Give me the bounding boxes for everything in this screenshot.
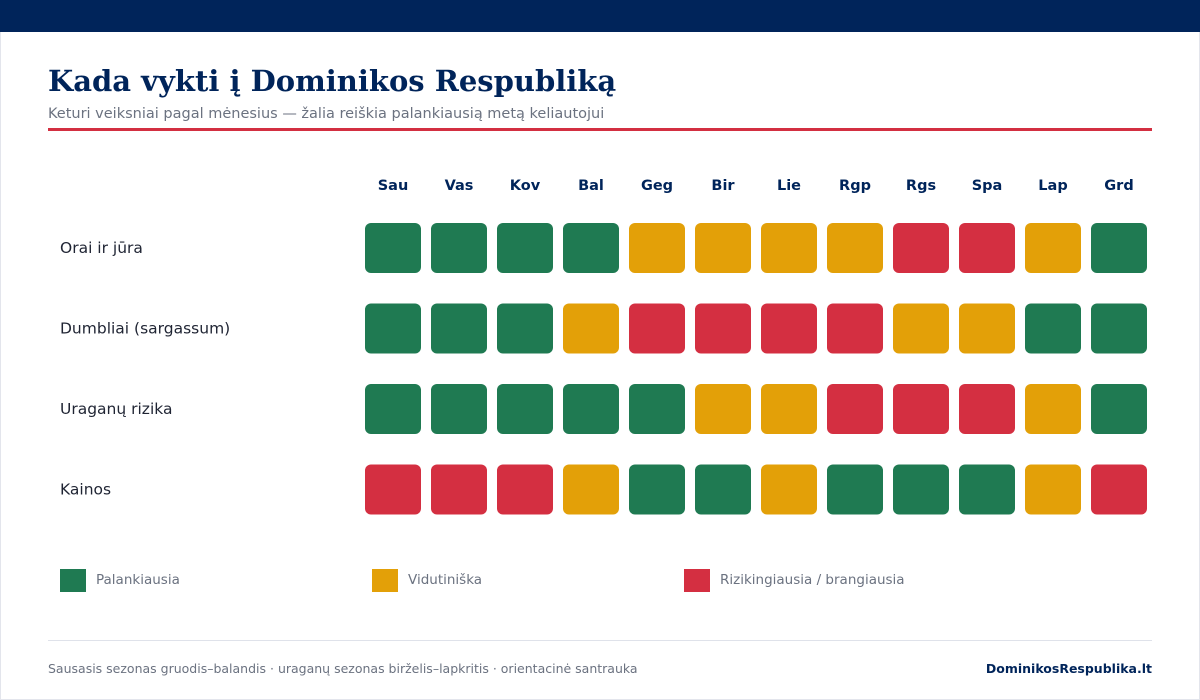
month-label-3: Bal [578,178,604,194]
heatmap-cell-0-7 [827,223,883,273]
heatmap-cell-1-1 [431,303,487,354]
heatmap-cell-2-8 [893,384,949,434]
footer-divider [48,640,1152,641]
heatmap-cell-3-0 [365,464,421,515]
heatmap-cell-1-9 [959,303,1015,354]
heatmap-cell-1-2 [497,303,553,354]
heatmap-cell-0-6 [761,223,817,273]
month-label-10: Lap [1038,178,1067,194]
month-label-6: Lie [777,178,801,194]
page-subtitle: Keturi veiksniai pagal mėnesius — žalia … [48,106,605,122]
heatmap-cell-2-0 [365,384,421,434]
month-label-1: Vas [445,178,474,194]
month-label-4: Geg [641,178,673,194]
heatmap-cell-1-8 [893,303,949,354]
month-label-0: Sau [378,178,409,194]
heatmap-cell-3-2 [497,464,553,515]
heatmap-cell-3-6 [761,464,817,515]
heatmap-cell-0-2 [497,223,553,273]
month-label-11: Grd [1104,178,1133,194]
heatmap-cell-3-9 [959,464,1015,515]
heatmap-cell-2-7 [827,384,883,434]
heatmap-cell-2-4 [629,384,685,434]
heatmap-cell-0-3 [563,223,619,273]
factor-label-0: Orai ir jūra [60,239,143,257]
heatmap-cell-2-3 [563,384,619,434]
month-label-8: Rgs [906,178,936,194]
heatmap-cell-0-1 [431,223,487,273]
heatmap-cell-0-10 [1025,223,1081,273]
travel-heatmap: Sau Vas Kov Bal Geg Bir Lie Rgp Rgs Spa Lap Grd Orai… [60,178,1147,515]
heatmap-cell-2-5 [695,384,751,434]
month-label-7: Rgp [839,178,871,194]
factor-label-1: Dumbliai (sargassum) [60,320,230,338]
heatmap-cell-2-11 [1091,384,1147,434]
legend-swatch-medium [372,569,398,592]
heatmap-cell-1-3 [563,303,619,354]
heatmap-cell-2-6 [761,384,817,434]
page-title: Kada vykti į Dominikos Respubliką [48,64,617,98]
factor-label-3: Kainos [60,481,111,499]
footer-note: Sausasis sezonas gruodis–balandis · urag… [48,661,638,676]
heatmap-cell-2-2 [497,384,553,434]
heatmap-cell-1-6 [761,303,817,354]
heatmap-cell-2-10 [1025,384,1081,434]
title-divider [48,128,1152,131]
heatmap-cell-3-4 [629,464,685,515]
legend-label-bad: Rizikingiausia / brangiausia [720,572,905,588]
heatmap-cell-3-7 [827,464,883,515]
heatmap-cell-1-10 [1025,303,1081,354]
heatmap-cell-2-1 [431,384,487,434]
legend-label-good: Palankiausia [96,572,180,588]
heatmap-cell-0-9 [959,223,1015,273]
month-label-9: Spa [972,178,1003,194]
legend-swatch-good [60,569,86,592]
heatmap-cell-3-1 [431,464,487,515]
heatmap-cell-1-7 [827,303,883,354]
brand-link[interactable]: DominikosRespublika.lt [985,661,1152,676]
heatmap-cell-1-4 [629,303,685,354]
heatmap-cell-3-11 [1091,464,1147,515]
month-label-5: Bir [711,178,735,194]
heatmap-cell-3-5 [695,464,751,515]
factor-label-2: Uraganų rizika [60,400,172,418]
heatmap-cell-0-8 [893,223,949,273]
heatmap-cell-0-11 [1091,223,1147,273]
heatmap-cell-3-8 [893,464,949,515]
heatmap-cell-2-9 [959,384,1015,434]
heatmap-cell-3-10 [1025,464,1081,515]
heatmap-cell-0-0 [365,223,421,273]
heatmap-cell-0-5 [695,223,751,273]
heatmap-cell-3-3 [563,464,619,515]
month-label-2: Kov [510,178,541,194]
top-header-bar [0,0,1200,32]
legend-swatch-bad [684,569,710,592]
heatmap-cell-1-5 [695,303,751,354]
heatmap-cell-1-0 [365,303,421,354]
heatmap-cell-0-4 [629,223,685,273]
heatmap-cell-1-11 [1091,303,1147,354]
legend-label-medium: Vidutiniška [408,572,483,588]
